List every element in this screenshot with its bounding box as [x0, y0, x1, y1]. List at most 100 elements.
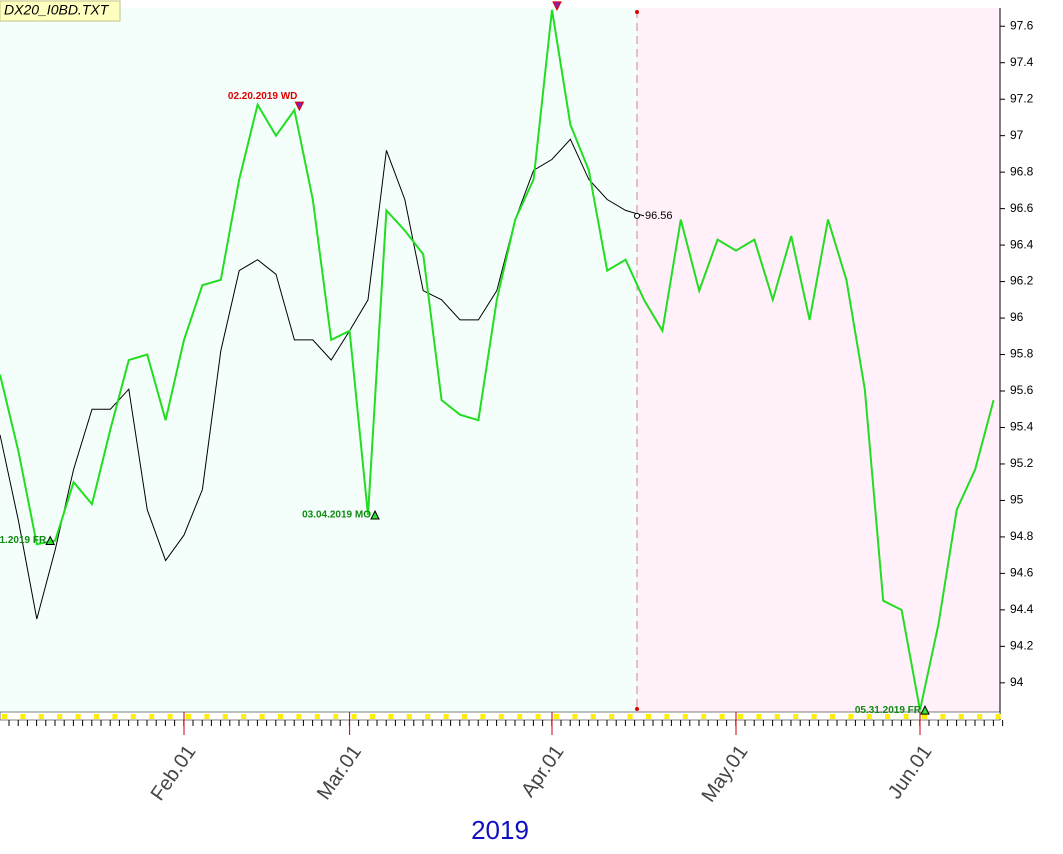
- ruler-cell: [517, 714, 523, 719]
- ruler-cell: [149, 714, 155, 719]
- x-tick-label: Jun.01: [884, 741, 936, 803]
- ruler-cell: [627, 714, 633, 719]
- ruler-cell: [112, 714, 118, 719]
- y-tick-label: 94.6: [1010, 566, 1034, 580]
- y-tick-label: 94.8: [1010, 529, 1034, 543]
- ruler-cell: [922, 714, 927, 719]
- ruler-cell: [958, 714, 964, 719]
- ruler-cell: [259, 714, 265, 719]
- series-line: [0, 9, 995, 711]
- ruler-cell: [793, 714, 799, 719]
- trough-marker: [370, 509, 380, 520]
- ruler-cell: [719, 714, 725, 719]
- ruler-cell: [480, 714, 486, 719]
- ruler-cell: [554, 714, 559, 719]
- ruler-cell: [314, 714, 320, 719]
- ruler-cell: [572, 714, 578, 719]
- ruler-cell: [278, 714, 283, 719]
- ruler-cell: [664, 714, 670, 719]
- annotation: 1.2019 FR: [0, 535, 47, 546]
- ruler-cell: [222, 714, 228, 719]
- ruler-cell: [57, 714, 63, 719]
- ruler-cell: [462, 714, 467, 719]
- ruler-cell: [756, 714, 762, 719]
- trough-marker: [45, 535, 56, 546]
- ruler-cell: [940, 714, 946, 719]
- ruler-cell: [333, 714, 339, 719]
- ruler-ticks: [2, 714, 1004, 726]
- ruler-cell: [370, 714, 375, 719]
- y-tick-label: 94.2: [1010, 639, 1034, 653]
- ruler-cell: [701, 714, 707, 719]
- ruler-cell: [682, 714, 688, 719]
- y-tick-label: 97.6: [1010, 18, 1034, 32]
- y-tick-label: 97.4: [1010, 55, 1034, 69]
- annotation: 05.31.2019 FR: [855, 705, 922, 716]
- x-tick-label: May.01: [698, 741, 753, 806]
- split-dot: [635, 10, 639, 14]
- ruler-cell: [296, 714, 302, 719]
- ruler-cell: [738, 714, 743, 719]
- ruler-cell: [38, 714, 44, 719]
- ruler-cell: [388, 714, 394, 719]
- history-area: [0, 8, 637, 712]
- forecast-area: [637, 8, 1000, 712]
- y-tick-label: 96: [1010, 310, 1024, 324]
- ruler-cell: [903, 714, 909, 719]
- annotation: 03.04.2019 MO: [302, 510, 371, 521]
- title-box: [0, 0, 121, 22]
- ruler-cell: [590, 714, 596, 719]
- ruler-cell: [241, 714, 247, 719]
- ruler-cell: [130, 714, 136, 719]
- y-tick-label: 95: [1010, 493, 1024, 507]
- annotation: 04.01.2019 MO: [486, 0, 555, 1]
- ruler-cell: [425, 714, 431, 719]
- peak-marker: [294, 101, 305, 112]
- split-dot: [635, 707, 639, 711]
- ruler-cell: [406, 714, 412, 719]
- ruler-cell: [646, 714, 651, 719]
- series-line: [0, 138, 645, 620]
- ruler-cell: [94, 714, 99, 719]
- y-tick-label: 96.4: [1010, 237, 1034, 251]
- ruler-cell: [830, 714, 835, 719]
- ruler-cell: [498, 714, 504, 719]
- y-tick-label: 97: [1010, 128, 1024, 142]
- y-tick-label: 95.2: [1010, 456, 1034, 470]
- ruler-cell: [811, 714, 817, 719]
- ruler-cell: [848, 714, 854, 719]
- y-tick-label: 97.2: [1010, 91, 1034, 105]
- ruler-cell: [186, 714, 191, 719]
- last-value-label: 96.56: [645, 210, 673, 222]
- ruler-cell: [204, 714, 210, 719]
- annotation: 02.20.2019 WD: [228, 91, 298, 102]
- y-tick-label: 96.8: [1010, 164, 1034, 178]
- y-tick-label: 95.6: [1010, 383, 1034, 397]
- peak-marker: [552, 1, 562, 11]
- ruler-cell: [351, 714, 357, 719]
- ruler-cell: [535, 714, 541, 719]
- ruler-cell: [167, 714, 173, 719]
- x-tick-label: Apr.01: [517, 741, 568, 801]
- ruler-cell: [995, 714, 1001, 719]
- x-tick-label: Mar.01: [313, 741, 366, 804]
- ruler-cell: [774, 714, 780, 719]
- ruler-cell: [885, 714, 891, 719]
- y-tick-label: 96.2: [1010, 274, 1034, 288]
- chart-title: DX20_I0BD.TXT: [4, 2, 110, 18]
- ruler-cell: [20, 714, 26, 719]
- x-tick-label: Feb.01: [147, 741, 201, 805]
- ruler-cell: [977, 714, 983, 719]
- y-tick-label: 94: [1010, 675, 1024, 689]
- ruler-cell: [866, 714, 872, 719]
- trough-marker: [920, 705, 930, 715]
- ruler-cell: [2, 714, 7, 719]
- y-tick-label: 94.4: [1010, 602, 1034, 616]
- ruler-cell: [443, 714, 449, 719]
- ruler-cell: [609, 714, 615, 719]
- ruler-cell: [75, 714, 81, 719]
- x-axis-title: 2019: [471, 815, 529, 845]
- y-tick-label: 95.4: [1010, 420, 1034, 434]
- y-tick-label: 96.6: [1010, 201, 1034, 215]
